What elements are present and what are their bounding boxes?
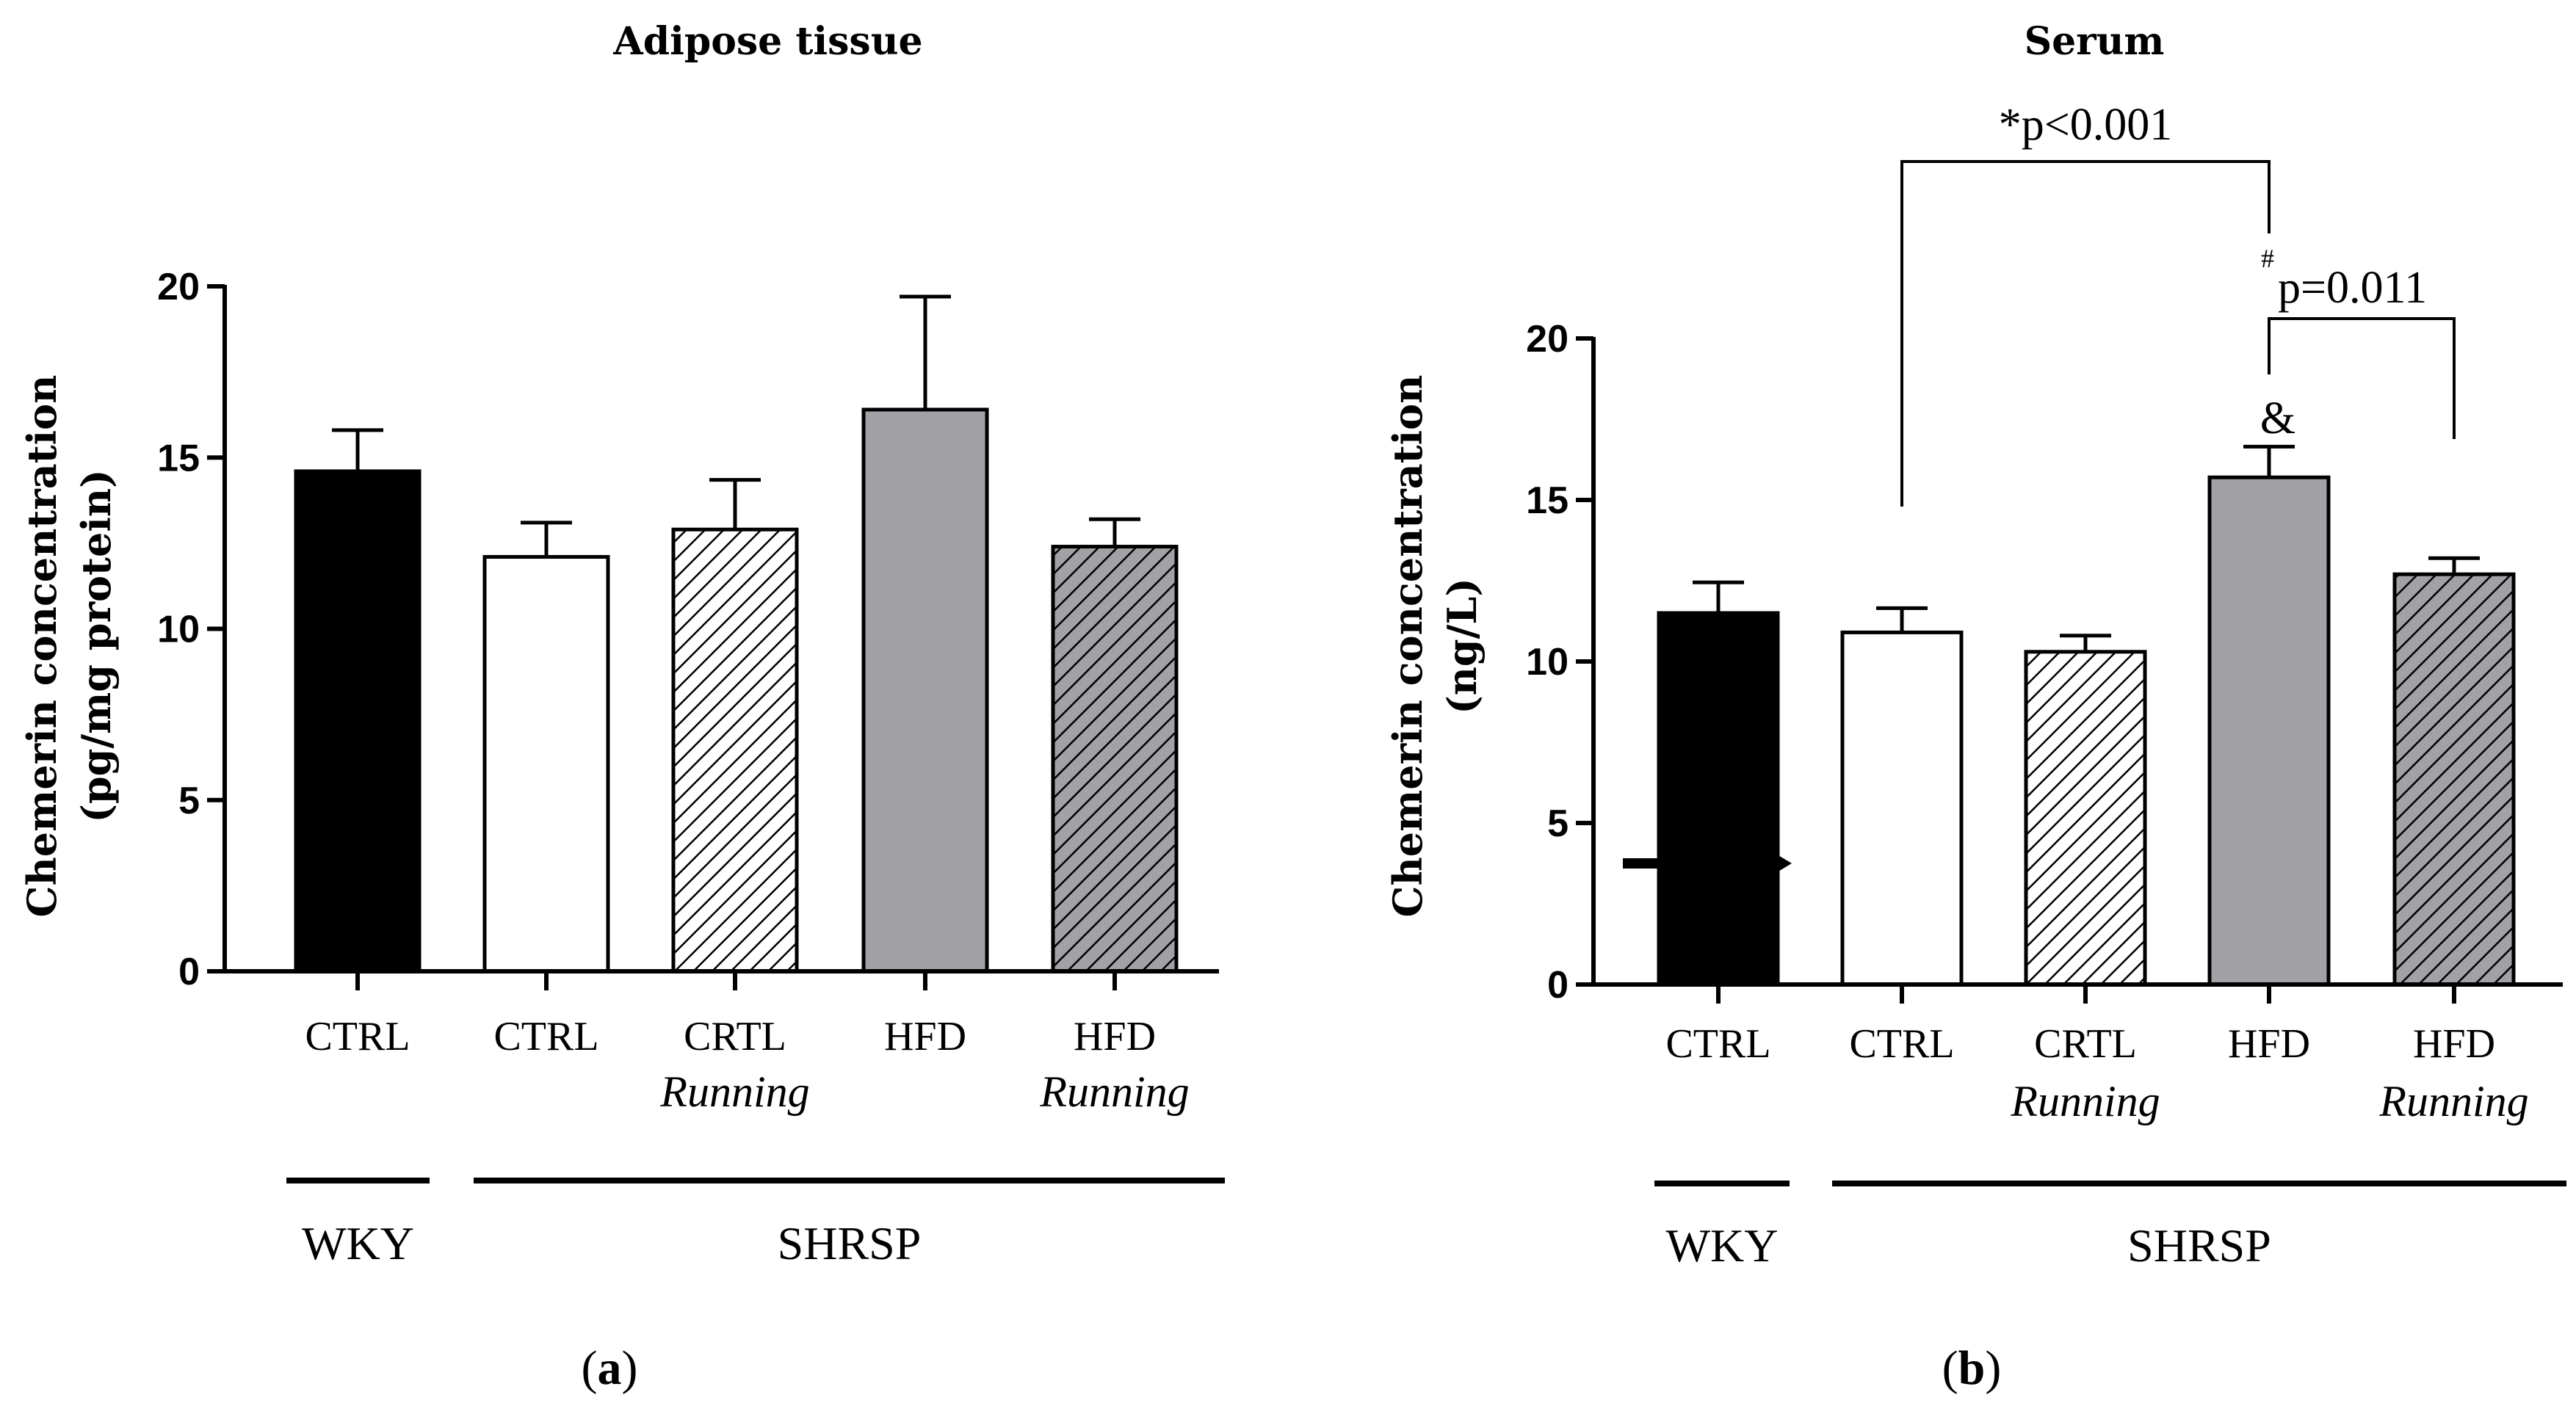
panel-label: (a): [582, 1341, 638, 1395]
y-axis-label-units: (pg/mg protein): [73, 469, 120, 822]
chart-adipose: Adipose tissue Chemerin concentration (p…: [18, 19, 1225, 1395]
significance-label: *p<0.001: [1999, 100, 2172, 150]
arrow-head: [1777, 855, 1792, 872]
bar: [2024, 650, 2147, 987]
significance-prefix: #: [2261, 244, 2274, 273]
x-tick-label: CTRL: [1849, 1021, 1954, 1067]
x-tick-label: CTRL: [1665, 1021, 1770, 1067]
significance-bracket: [2268, 317, 2456, 439]
y-tick-label: 5: [1547, 802, 1569, 845]
x-tick-label: CRTL: [684, 1014, 786, 1059]
y-axis-label: Chemerin concentration: [1384, 375, 1431, 918]
bar: [294, 469, 422, 974]
y-tick-label: 0: [178, 951, 200, 993]
group-label: WKY: [1666, 1219, 1779, 1272]
group-label: SHRSP: [2127, 1219, 2271, 1272]
bar: [2207, 475, 2331, 987]
x-tick-label: HFD: [1074, 1014, 1156, 1059]
x-tick-label: HFD: [2228, 1021, 2310, 1067]
bar: [671, 527, 799, 974]
x-tick-sublabel: Running: [659, 1067, 809, 1116]
group-label: WKY: [302, 1217, 414, 1269]
plot-area: 0 5 10 15 20 CTRL CTRL CRTL Running HFD HFD Running…: [157, 266, 1225, 1269]
bar: [861, 407, 989, 974]
significance-bracket: [1900, 160, 2271, 507]
bar: [2392, 572, 2516, 987]
x-tick-sublabel: Running: [2378, 1077, 2528, 1125]
x-tick-sublabel: Running: [2010, 1077, 2160, 1125]
group-label: SHRSP: [778, 1217, 922, 1269]
significance-label: p=0.011: [2278, 263, 2427, 313]
plot-area: 0 5 10 15 20 CTRL CTRL CRTL Running HFD HFD Running…: [1526, 100, 2566, 1272]
y-axis-label: Chemerin concentration: [18, 375, 65, 918]
chart-title: Adipose tissue: [612, 19, 922, 64]
bar: [1657, 611, 1780, 987]
bar: [1051, 545, 1179, 974]
x-tick-label: CRTL: [2034, 1021, 2137, 1067]
bar: [1840, 630, 1964, 987]
y-tick-label: 10: [157, 609, 200, 651]
x-tick-label: CTRL: [305, 1014, 410, 1059]
bar: [482, 555, 610, 974]
chart-title: Serum: [2025, 19, 2165, 64]
x-tick-label: HFD: [2413, 1021, 2495, 1067]
y-tick-label: 20: [157, 266, 200, 308]
y-tick-label: 5: [178, 780, 200, 822]
panel-label: (b): [1942, 1341, 2002, 1395]
chart-serum: Serum Chemerin concentration (ng/L) 0 5 10…: [1384, 19, 2566, 1395]
y-tick-label: 20: [1526, 318, 1569, 360]
y-tick-label: 15: [157, 437, 200, 479]
y-tick-label: 15: [1526, 479, 1569, 522]
x-tick-label: CTRL: [493, 1014, 598, 1059]
y-tick-label: 0: [1547, 964, 1569, 1007]
x-tick-label: HFD: [884, 1014, 966, 1059]
y-tick-label: 10: [1526, 641, 1569, 684]
x-tick-sublabel: Running: [1039, 1067, 1189, 1116]
y-axis-label-units: (ng/L): [1439, 578, 1486, 714]
amp-marker: &: [2260, 394, 2295, 443]
